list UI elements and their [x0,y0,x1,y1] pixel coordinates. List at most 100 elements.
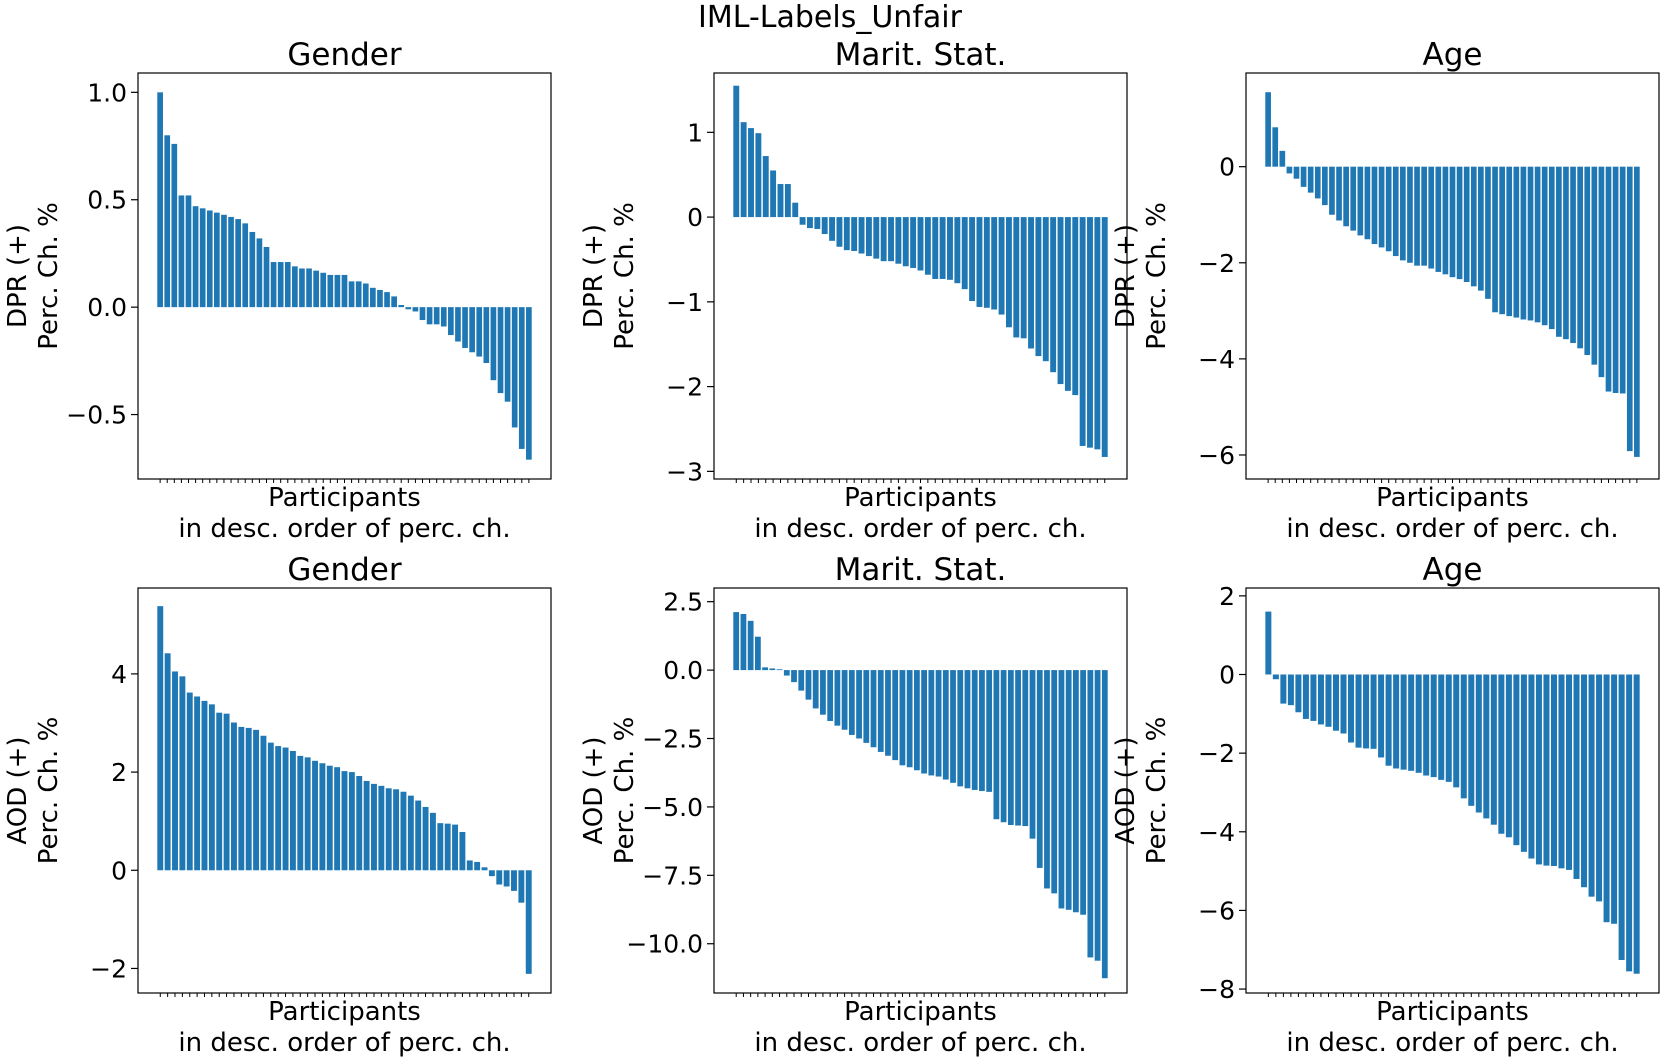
bar [1421,166,1427,266]
bar [178,195,185,308]
y-tick-label: −2 [666,373,703,402]
y-tick-label: −1 [666,288,703,317]
bar [870,670,877,748]
y-tick-label: 1.0 [87,78,127,107]
bar [194,696,201,871]
y-axis-label: AOD (+) [579,736,609,844]
y-tick-label: 0.5 [87,186,127,215]
bar [807,217,813,229]
bar [1453,674,1460,788]
y-tick-label: 0 [111,856,127,885]
bar [834,670,841,726]
y-tick-label: 4 [111,660,127,689]
bar [740,122,747,218]
bar [983,217,990,308]
bar [511,870,517,891]
bar [518,870,525,903]
bar [1591,166,1598,365]
bar [1310,674,1317,721]
bar [969,217,976,301]
bar [1080,670,1087,915]
bar [1506,166,1513,317]
bar [426,307,433,325]
bar [1287,674,1294,706]
bar [511,307,518,428]
bar [1428,166,1435,269]
bar [429,812,436,871]
bar [1513,674,1520,846]
bar [448,307,454,336]
bar [1272,127,1279,167]
bar [490,307,497,381]
bar [206,210,213,308]
bar [297,755,304,871]
bar [384,292,390,308]
x-axis-label: in desc. order of perc. ch. [1286,514,1618,544]
bar [827,670,834,721]
bar [784,184,791,218]
bar [843,217,850,251]
bar [1498,674,1505,834]
bar [433,307,440,325]
axes-frame [1245,72,1660,480]
bar [998,217,1005,315]
bar [1550,674,1557,866]
bar [1577,166,1583,349]
bar [334,767,341,871]
subplot-title: Gender [287,552,401,588]
bar [327,274,334,308]
bar [1295,674,1302,713]
bar [770,170,777,218]
bar [1064,217,1071,391]
bar [1485,166,1491,299]
bar [164,653,171,871]
y-axis-label: DPR (+) [3,224,33,328]
bar [1314,166,1321,199]
bar [1058,670,1065,909]
y-tick-label: −4 [1198,345,1235,374]
bar [1378,166,1385,248]
bar [407,795,414,871]
bar [1332,674,1339,731]
bar [214,212,220,308]
bar [776,669,783,671]
y-tick-label: 0.0 [87,293,127,322]
bar [1050,217,1057,373]
bar [1000,670,1007,823]
bar [848,670,855,735]
bar [1307,166,1314,193]
bar [917,217,924,271]
bar [231,722,237,871]
bar [792,202,799,218]
bar [1408,674,1415,771]
subplot-title: Age [1423,37,1483,73]
y-tick-label: −0.5 [66,401,127,430]
bar [263,247,270,308]
bar [1445,674,1452,782]
bar [201,700,208,871]
bar [1407,166,1413,263]
bar [1348,674,1355,743]
bar [733,612,740,671]
bar [979,670,985,792]
bar [267,742,274,871]
bar [947,217,953,280]
bar [1094,670,1101,961]
bar [961,217,968,290]
bar [320,272,327,308]
bar [740,614,747,671]
bar [377,289,383,308]
bar [1541,166,1548,326]
bar [1322,166,1328,206]
bar [275,746,282,871]
bar [1470,166,1477,287]
bar [1302,674,1309,719]
bar [452,824,458,871]
bar [1598,166,1605,378]
bar [157,606,164,871]
bar [304,757,311,871]
bar [1449,166,1456,278]
bar [1603,674,1610,923]
bar [419,307,426,321]
bar [469,307,475,353]
